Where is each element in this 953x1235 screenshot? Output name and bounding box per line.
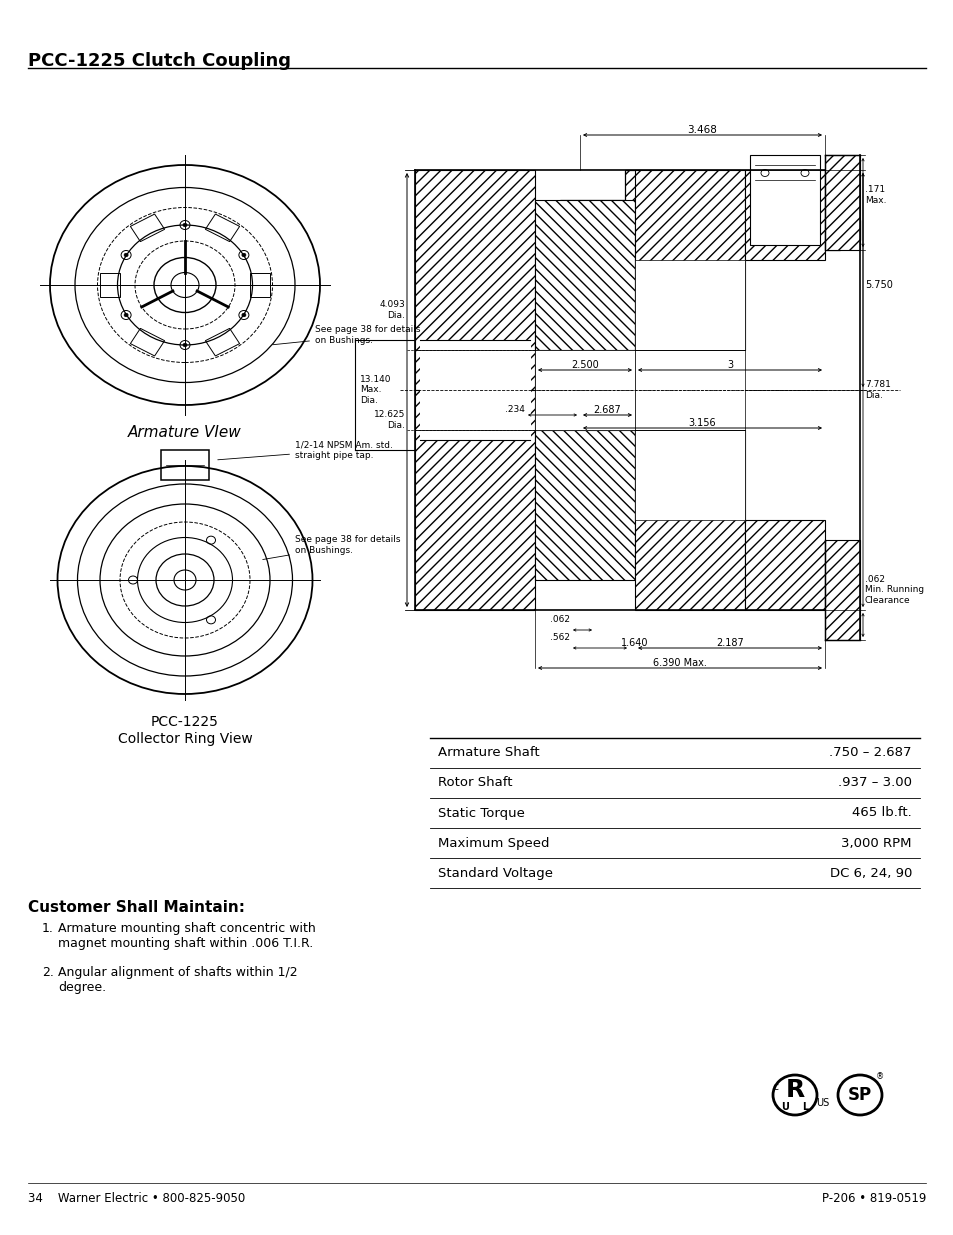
Polygon shape — [744, 170, 824, 261]
Text: See page 38 for details
on Bushings.: See page 38 for details on Bushings. — [273, 325, 420, 345]
Text: 13.140
Max.
Dia.: 13.140 Max. Dia. — [359, 375, 391, 405]
Ellipse shape — [183, 224, 187, 227]
Polygon shape — [744, 520, 824, 610]
Text: Customer Shall Maintain:: Customer Shall Maintain: — [28, 900, 245, 915]
Text: 3.468: 3.468 — [687, 125, 717, 135]
Polygon shape — [635, 261, 744, 520]
Text: Armature VIew: Armature VIew — [128, 425, 242, 440]
Text: 2.687: 2.687 — [593, 405, 620, 415]
Text: 6.390 Max.: 6.390 Max. — [653, 658, 706, 668]
Text: c: c — [771, 1082, 778, 1092]
Text: Armature mounting shaft concentric with
magnet mounting shaft within .006 T.I.R.: Armature mounting shaft concentric with … — [58, 923, 315, 950]
Text: 5.750: 5.750 — [864, 280, 892, 290]
Text: 2.500: 2.500 — [571, 359, 598, 370]
Text: Static Torque: Static Torque — [437, 806, 524, 820]
Text: L: L — [801, 1102, 807, 1112]
Polygon shape — [419, 340, 530, 440]
Text: ®: ® — [875, 1072, 883, 1082]
Text: P-206 • 819-0519: P-206 • 819-0519 — [821, 1192, 925, 1204]
Text: 1.640: 1.640 — [620, 638, 648, 648]
Polygon shape — [635, 170, 744, 350]
Text: PCC-1225 Clutch Coupling: PCC-1225 Clutch Coupling — [28, 52, 291, 70]
Text: 2.: 2. — [42, 966, 53, 979]
Text: 4.093
Dia.: 4.093 Dia. — [379, 300, 405, 320]
Polygon shape — [749, 156, 820, 245]
Ellipse shape — [183, 343, 187, 347]
Text: See page 38 for details
on Bushings.: See page 38 for details on Bushings. — [262, 535, 400, 559]
Text: PCC-1225: PCC-1225 — [151, 715, 218, 729]
Text: Angular alignment of shafts within 1/2
degree.: Angular alignment of shafts within 1/2 d… — [58, 966, 297, 994]
Text: .062: .062 — [550, 615, 569, 625]
Text: DC 6, 24, 90: DC 6, 24, 90 — [829, 867, 911, 879]
Text: Maximum Speed: Maximum Speed — [437, 836, 549, 850]
Polygon shape — [415, 390, 535, 610]
Text: 3.156: 3.156 — [688, 417, 716, 429]
Ellipse shape — [124, 253, 128, 257]
Text: 2.187: 2.187 — [716, 638, 743, 648]
Text: 7.781
Dia.: 7.781 Dia. — [864, 380, 890, 400]
Text: Standard Voltage: Standard Voltage — [437, 867, 553, 879]
Text: Collector Ring View: Collector Ring View — [117, 732, 253, 746]
Text: 3,000 RPM: 3,000 RPM — [841, 836, 911, 850]
Text: .750 – 2.687: .750 – 2.687 — [828, 746, 911, 760]
Polygon shape — [635, 430, 744, 610]
Text: .062
Min. Running
Clearance: .062 Min. Running Clearance — [864, 576, 923, 605]
Text: US: US — [816, 1098, 829, 1108]
Ellipse shape — [242, 253, 246, 257]
Polygon shape — [824, 156, 859, 249]
Polygon shape — [535, 350, 635, 430]
Text: 3: 3 — [726, 359, 732, 370]
Polygon shape — [415, 170, 535, 390]
Text: 465 lb.ft.: 465 lb.ft. — [851, 806, 911, 820]
Text: Rotor Shaft: Rotor Shaft — [437, 777, 512, 789]
Text: R: R — [784, 1078, 803, 1102]
Text: 1.: 1. — [42, 923, 53, 935]
Polygon shape — [415, 170, 859, 390]
Polygon shape — [535, 200, 635, 350]
Text: SP: SP — [847, 1086, 871, 1104]
Text: .234: .234 — [504, 405, 524, 415]
Polygon shape — [824, 540, 859, 640]
Text: 12.625
Dia.: 12.625 Dia. — [374, 410, 405, 430]
Ellipse shape — [242, 314, 246, 316]
Text: Armature Shaft: Armature Shaft — [437, 746, 539, 760]
Text: U: U — [781, 1102, 788, 1112]
Text: 34    Warner Electric • 800-825-9050: 34 Warner Electric • 800-825-9050 — [28, 1192, 245, 1204]
Text: .937 – 3.00: .937 – 3.00 — [837, 777, 911, 789]
Polygon shape — [535, 430, 635, 580]
Text: .562: .562 — [550, 634, 569, 642]
Ellipse shape — [124, 314, 128, 316]
Text: .171
Max.: .171 Max. — [864, 185, 885, 205]
Text: 1/2-14 NPSM Am. std.
straight pipe tap.: 1/2-14 NPSM Am. std. straight pipe tap. — [217, 441, 393, 459]
